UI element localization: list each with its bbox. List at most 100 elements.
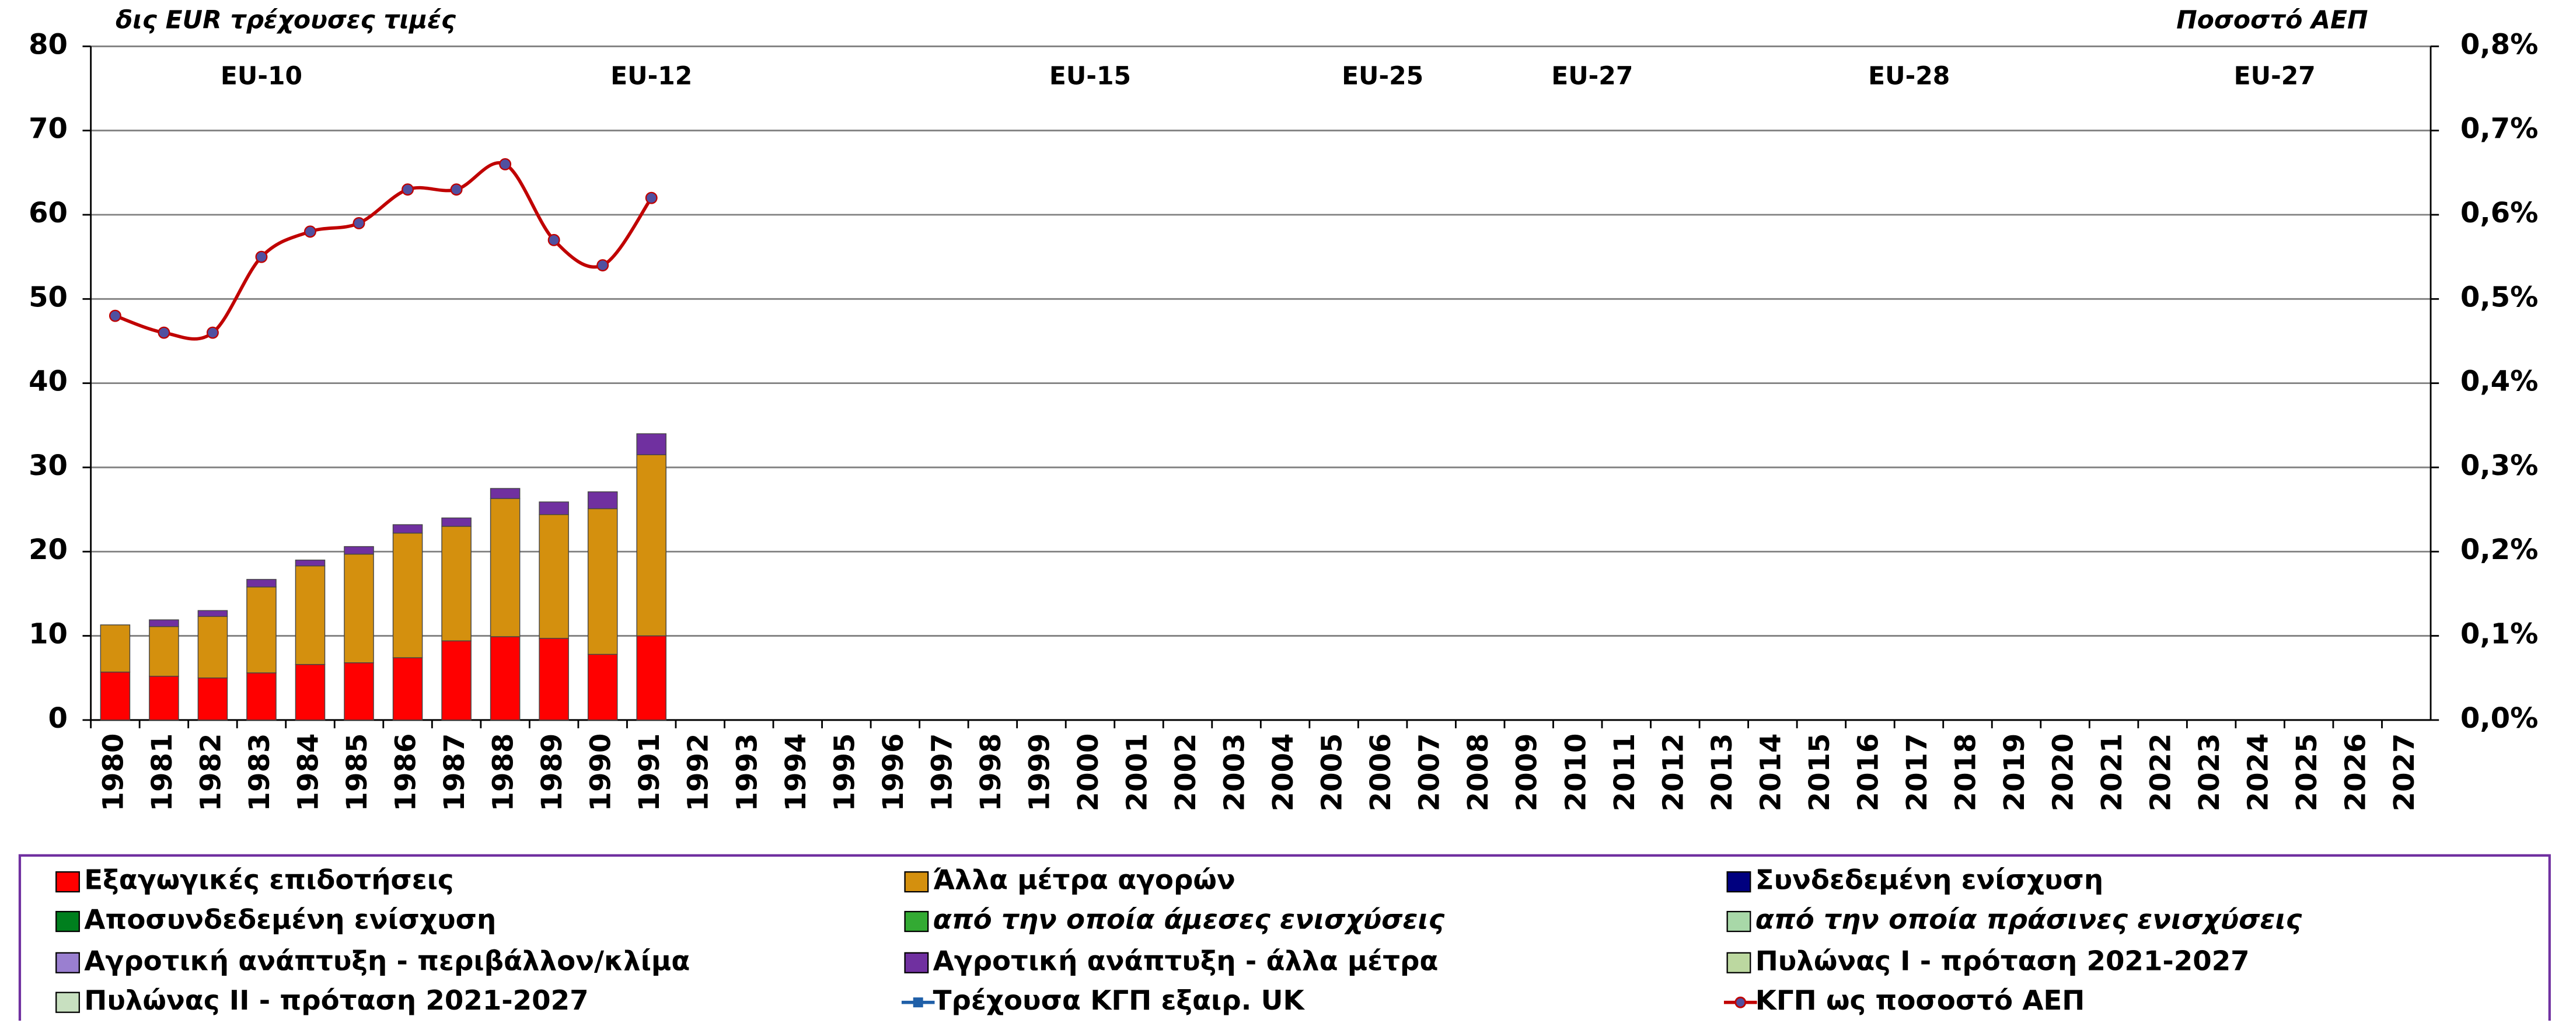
y2-tick-label: 0,3% <box>2460 449 2538 482</box>
x-tick-label: 1989 <box>536 733 568 811</box>
bar-segment <box>344 553 374 664</box>
bar-segment <box>636 635 666 721</box>
x-tick-label: 2010 <box>1559 733 1592 811</box>
bar-segment <box>344 662 374 721</box>
y2-tick-label: 0,4% <box>2460 365 2538 398</box>
legend-swatch <box>904 871 929 893</box>
y2-tick-label: 0,1% <box>2460 618 2538 651</box>
legend-label: Αγροτική ανάπτυξη - περιβάλλον/κλίμα <box>84 945 690 977</box>
bar-segment <box>636 454 666 637</box>
legend-label: Αποσυνδεδεμένη ενίσχυση <box>84 905 496 936</box>
line-marker <box>596 259 609 272</box>
y-tick-label: 30 <box>29 449 68 482</box>
bar-segment <box>246 586 277 673</box>
bar-segment <box>149 676 179 721</box>
x-tick-label: 2006 <box>1364 733 1397 811</box>
y-axis-label: δις EUR τρέχουσες τιμές <box>116 6 456 34</box>
annotation: EU-15 <box>1049 62 1131 91</box>
bar-segment <box>587 508 618 655</box>
line-marker <box>109 309 121 322</box>
bar-segment <box>392 524 423 534</box>
annotation: EU-27 <box>2234 62 2316 91</box>
x-tick-label: 2014 <box>1754 733 1787 811</box>
y2-tick-label: 0,6% <box>2460 197 2538 229</box>
x-tick-label: 2025 <box>2291 733 2323 811</box>
legend-swatch <box>55 871 80 893</box>
bar-segment <box>490 636 521 721</box>
line-marker <box>450 183 463 196</box>
legend-swatch <box>1726 910 1751 933</box>
bar-segment <box>490 498 521 637</box>
bar-segment <box>197 610 228 617</box>
x-tick-label: 1992 <box>682 733 715 811</box>
bar-segment <box>539 501 569 515</box>
y-tick-label: 0 <box>48 702 68 735</box>
bar-segment <box>441 640 472 721</box>
bar-segment <box>392 657 423 721</box>
annotation: EU-10 <box>221 62 302 91</box>
legend-swatch <box>55 991 80 1013</box>
legend-label: από την οποία πράσινες ενισχύσεις <box>1755 905 2302 936</box>
y2-tick-label: 0,7% <box>2460 113 2538 145</box>
bar-segment <box>246 579 277 588</box>
x-tick-label: 2000 <box>1072 733 1105 811</box>
legend-label: Εξαγωγικές επιδοτήσεις <box>84 865 453 896</box>
legend-swatch <box>1726 952 1751 973</box>
x-tick-label: 1991 <box>633 733 666 811</box>
x-tick-label: 2009 <box>1511 733 1544 811</box>
bar-segment <box>295 664 326 721</box>
x-tick-label: 2012 <box>1657 733 1690 811</box>
legend-label: Άλλα μέτρα αγορών <box>933 865 1235 896</box>
bar-segment <box>587 654 618 721</box>
x-tick-label: 2005 <box>1316 733 1349 811</box>
y-tick-label: 70 <box>29 113 68 145</box>
bar-segment <box>100 624 131 673</box>
x-tick-label: 2026 <box>2340 733 2372 811</box>
line-marker <box>402 183 414 196</box>
legend-label: από την οποία άμεσες ενισχύσεις <box>933 905 1445 936</box>
legend-label: ΚΓΠ ως ποσοστό ΑΕΠ <box>1755 985 2085 1017</box>
bar-segment <box>295 559 326 567</box>
x-tick-label: 1990 <box>585 733 617 811</box>
x-tick-label: 2007 <box>1413 733 1446 811</box>
x-tick-label: 1984 <box>292 733 325 811</box>
legend-label: Πυλώνας ΙΙ - πρόταση 2021-2027 <box>84 985 588 1017</box>
line-marker <box>547 233 560 246</box>
y-tick-label: 80 <box>29 28 68 61</box>
x-tick-label: 1994 <box>780 733 812 811</box>
legend-label: Αγροτική ανάπτυξη - άλλα μέτρα <box>933 945 1439 977</box>
x-tick-label: 1998 <box>975 733 1007 811</box>
x-tick-label: 2022 <box>2145 733 2177 811</box>
bar-segment <box>392 532 423 658</box>
x-tick-label: 2017 <box>1901 733 1933 811</box>
y-tick-label: 10 <box>29 618 68 651</box>
bar-segment <box>197 616 228 679</box>
x-tick-label: 1981 <box>146 733 179 811</box>
x-tick-label: 2021 <box>2096 733 2128 811</box>
x-tick-label: 2008 <box>1462 733 1495 811</box>
bar-segment <box>295 565 326 665</box>
bar-segment <box>441 526 472 641</box>
y-tick-label: 20 <box>29 533 68 566</box>
bar-segment <box>441 517 472 527</box>
legend-marker <box>913 997 923 1008</box>
x-tick-label: 2002 <box>1170 733 1202 811</box>
x-tick-label: 2016 <box>1852 733 1884 811</box>
x-tick-label: 2019 <box>1998 733 2031 811</box>
annotation: EU-25 <box>1342 62 1423 91</box>
x-tick-label: 1980 <box>97 733 130 811</box>
x-tick-label: 1986 <box>390 733 423 811</box>
x-tick-label: 2027 <box>2388 733 2421 811</box>
legend-label: Πυλώνας Ι - πρόταση 2021-2027 <box>1755 945 2250 977</box>
x-tick-label: 2001 <box>1121 733 1153 811</box>
line-marker <box>645 191 658 204</box>
x-tick-label: 1985 <box>341 733 374 811</box>
bar-segment <box>246 672 277 721</box>
x-tick-label: 2024 <box>2242 733 2275 811</box>
annotation: EU-27 <box>1551 62 1633 91</box>
legend-swatch <box>55 952 80 973</box>
line-marker <box>499 158 512 170</box>
legend-swatch <box>904 910 929 933</box>
